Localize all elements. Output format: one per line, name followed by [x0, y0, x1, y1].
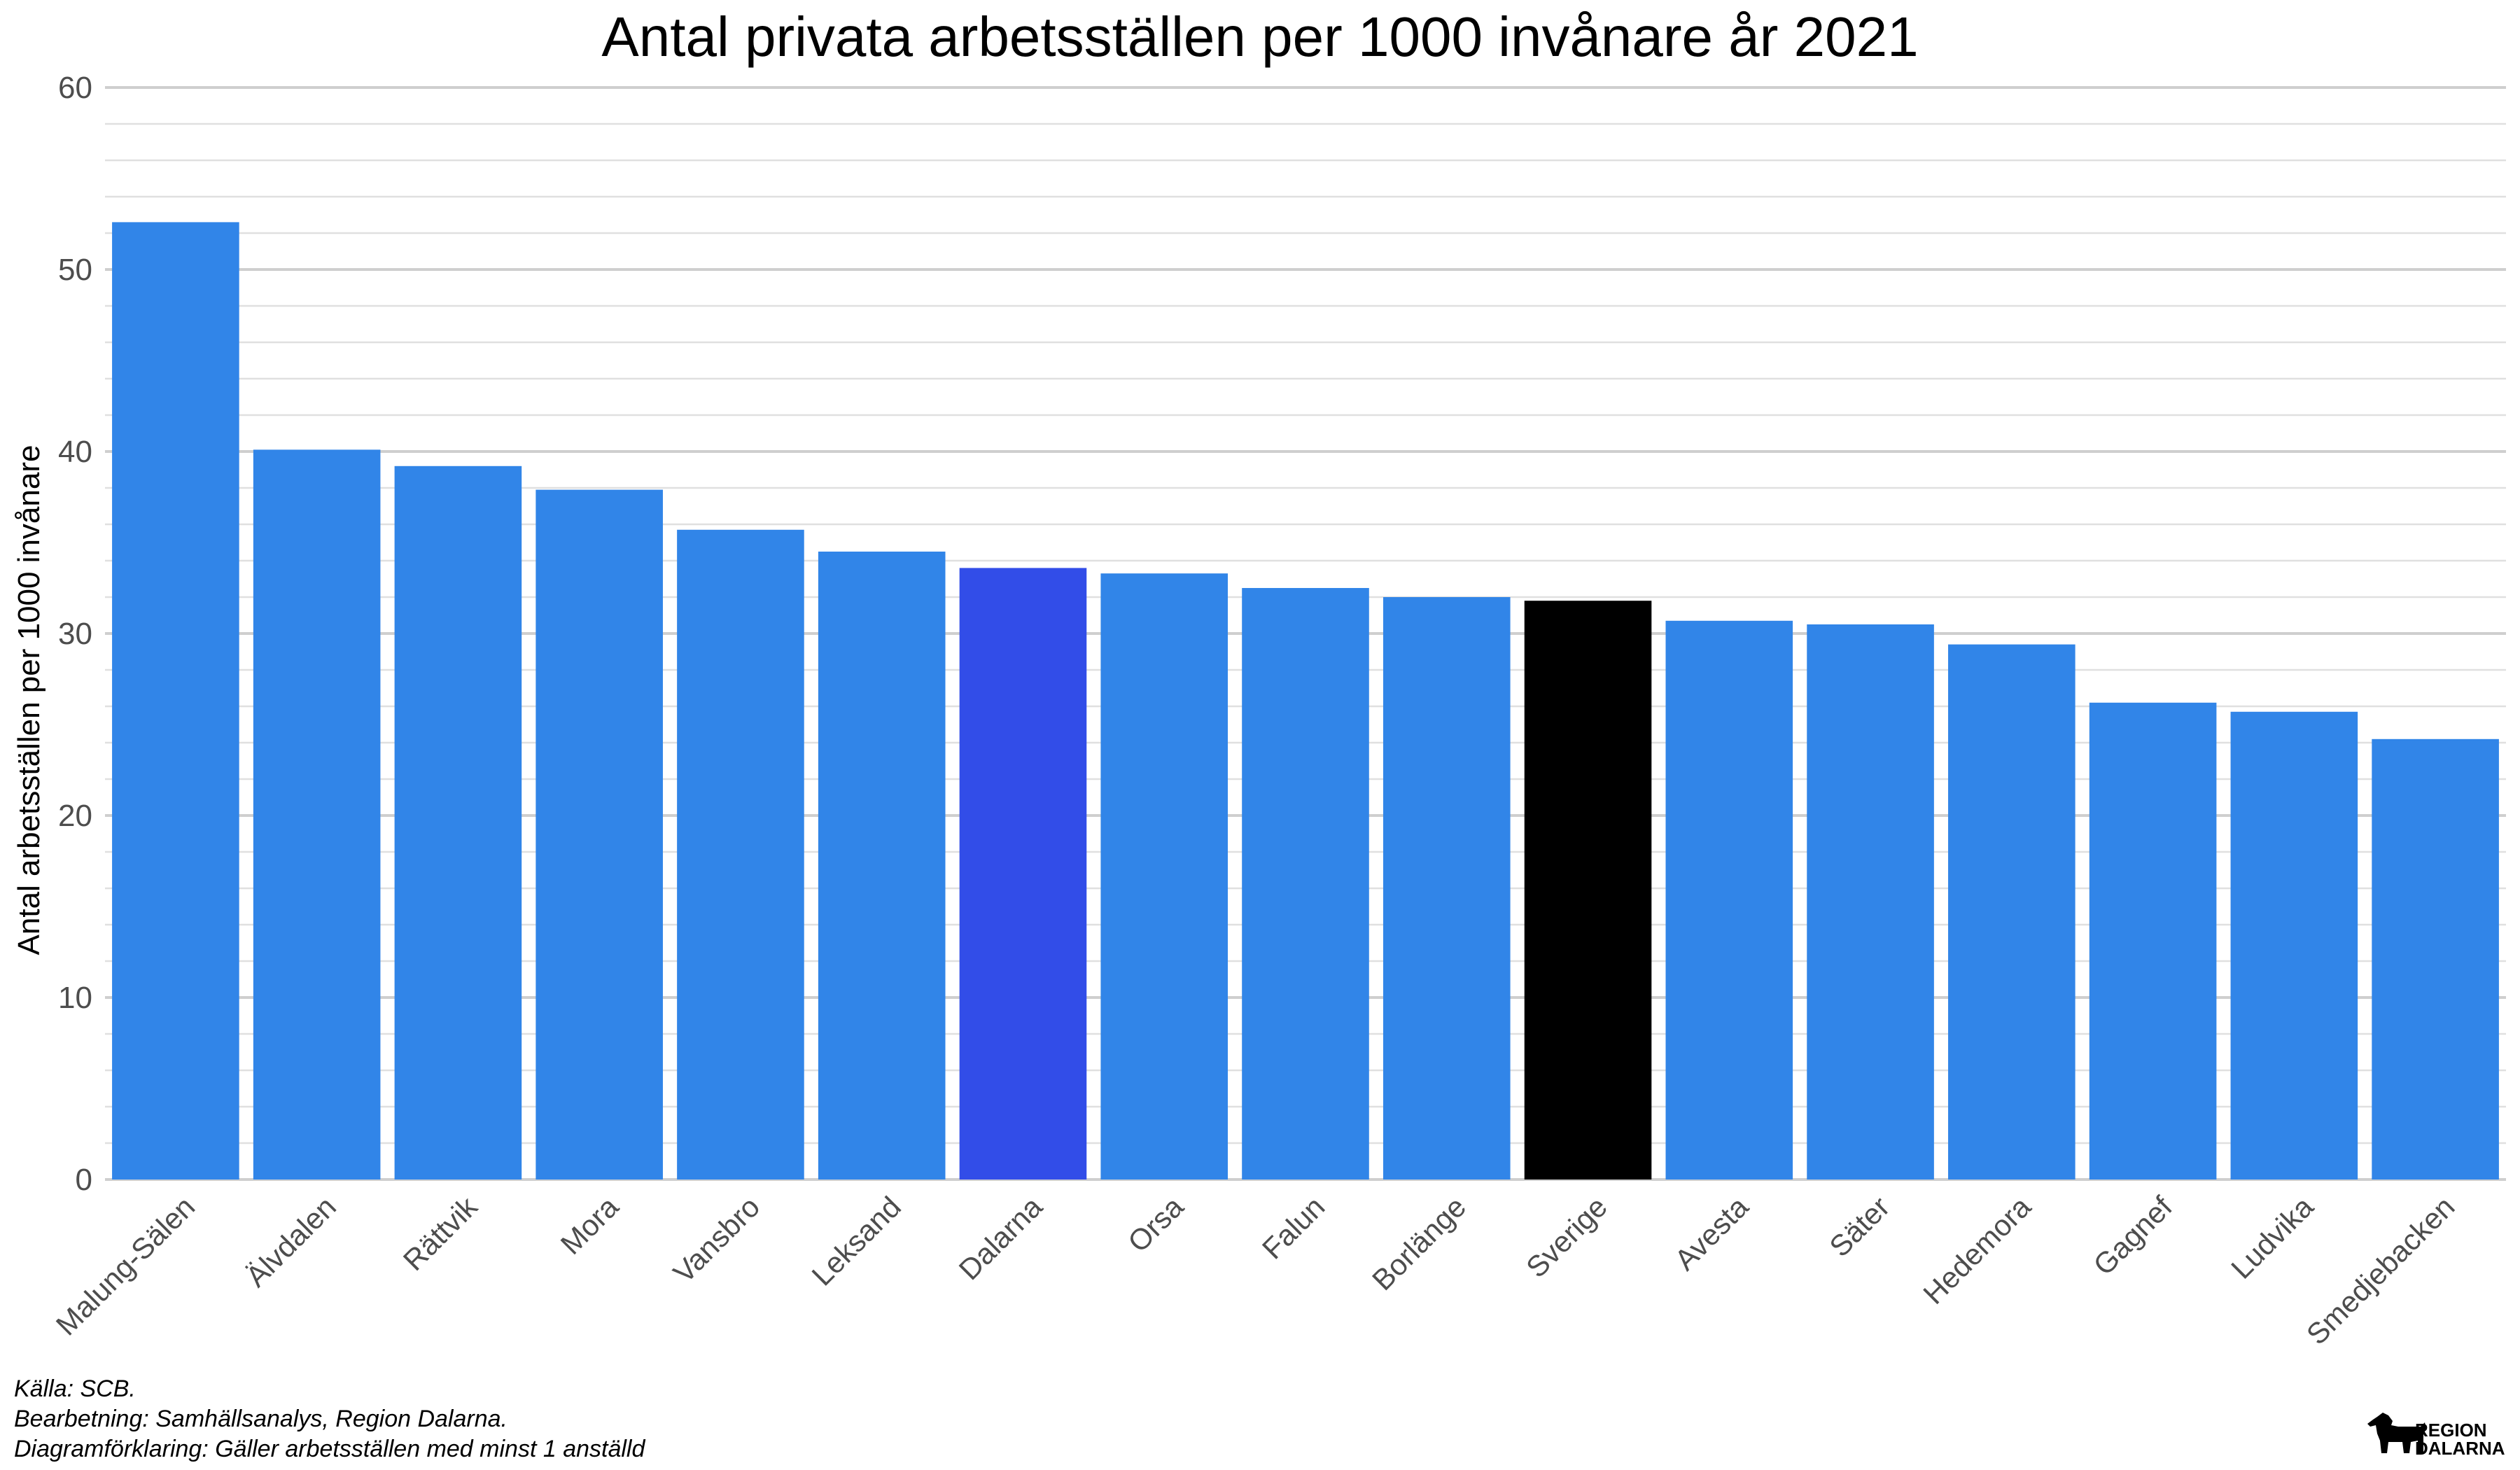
x-tick-label: Sverige	[1520, 1190, 1614, 1284]
bar	[1807, 624, 1934, 1180]
bars	[112, 222, 2499, 1180]
bar	[253, 449, 381, 1180]
x-tick-label: Orsa	[1121, 1190, 1190, 1259]
x-tick-label: Leksand	[806, 1190, 908, 1292]
x-tick-label: Dalarna	[953, 1190, 1049, 1287]
logo-text-dalarna: DALARNA	[2415, 1438, 2505, 1459]
bar	[1100, 573, 1228, 1180]
dala-horse-icon	[2367, 1413, 2426, 1453]
region-dalarna-logo: REGION DALARNA	[2367, 1413, 2505, 1459]
logo-text-region: REGION	[2415, 1420, 2487, 1441]
x-axis-ticks: Malung-Sälen Älvdalen Rättvik Mora Vansbro Le…	[50, 1189, 2461, 1350]
x-tick-label: Säter	[1823, 1190, 1896, 1263]
bar	[1524, 601, 1652, 1180]
x-tick-label: Hedemora	[1917, 1190, 2037, 1310]
x-tick-label: Vansbro	[667, 1190, 766, 1289]
caption: Källa: SCB. Bearbetning: Samhällsanalys,…	[14, 1376, 645, 1462]
bar	[818, 552, 946, 1180]
bar	[2372, 738, 2499, 1180]
bar	[112, 222, 239, 1180]
y-axis-ticks: 0 10 20 30 40 50 60	[58, 71, 92, 1197]
y-axis-label: Antal arbetsställen per 1000 invånare	[12, 445, 46, 955]
caption-processing: Bearbetning: Samhällsanalys, Region Dala…	[14, 1406, 507, 1432]
y-tick-label: 30	[58, 617, 92, 651]
bar	[2089, 702, 2217, 1180]
bar	[1382, 597, 1511, 1180]
bar	[394, 465, 522, 1180]
y-tick-label: 40	[58, 435, 92, 469]
x-tick-label: Borlänge	[1366, 1190, 1472, 1296]
y-tick-label: 50	[58, 253, 92, 287]
y-tick-label: 0	[76, 1163, 92, 1197]
x-tick-label: Falun	[1256, 1190, 1331, 1266]
bar	[2230, 711, 2358, 1180]
caption-source: Källa: SCB.	[14, 1376, 136, 1402]
y-tick-label: 60	[58, 71, 92, 105]
y-tick-label: 10	[58, 981, 92, 1015]
x-tick-label: Mora	[554, 1190, 625, 1261]
chart-title: Antal privata arbetsställen per 1000 inv…	[601, 6, 1918, 68]
x-tick-label: Avesta	[1668, 1190, 1755, 1277]
bar	[1242, 588, 1369, 1180]
x-tick-label: Ludvika	[2225, 1190, 2320, 1285]
x-tick-label: Smedjebacken	[2300, 1190, 2461, 1351]
caption-explanation: Diagramförklaring: Gäller arbetsställen …	[14, 1436, 645, 1462]
bar	[1948, 644, 2076, 1180]
x-tick-label: Gagnef	[2087, 1190, 2178, 1282]
x-tick-label: Älvdalen	[239, 1190, 342, 1293]
x-tick-label: Malung-Sälen	[50, 1190, 201, 1341]
bar	[1665, 620, 1793, 1180]
x-tick-label: Rättvik	[397, 1189, 484, 1277]
bar	[536, 489, 663, 1180]
bar	[959, 568, 1087, 1180]
y-tick-label: 20	[58, 799, 92, 833]
bar	[677, 529, 804, 1180]
